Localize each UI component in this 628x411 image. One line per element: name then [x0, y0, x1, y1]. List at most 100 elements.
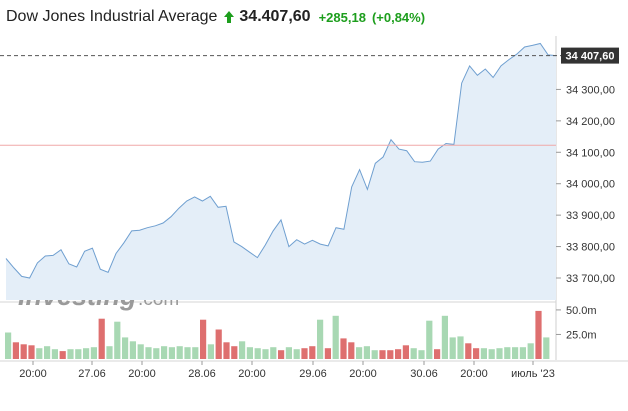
volume-bar [293, 349, 300, 359]
volume-bar [12, 342, 19, 359]
volume-bar [129, 341, 136, 359]
volume-bar [231, 346, 238, 359]
volume-bar [161, 346, 168, 359]
volume-bar [168, 347, 175, 359]
volume-bar [434, 349, 441, 359]
volume-bar [51, 349, 58, 359]
price-change-percent: (+0,84%) [371, 9, 426, 25]
price-line [5, 42, 557, 279]
volume-bar [543, 337, 550, 359]
instrument-title: Dow Jones Industrial Average [6, 8, 218, 25]
volume-bar [512, 347, 519, 359]
volume-bar [379, 350, 386, 359]
price-change: +285,18 [318, 9, 366, 25]
volume-bar [519, 347, 526, 359]
y-tick-label: 33 700,00 [566, 273, 615, 285]
up-arrow-icon [223, 10, 235, 24]
volume-bar [145, 347, 152, 359]
price-area [6, 43, 556, 300]
x-tick-label: 29.06 [299, 368, 327, 380]
volume-axis: 25.0m 50.0m [556, 305, 597, 341]
x-tick-label: 20:00 [19, 368, 47, 380]
volume-bar [488, 349, 495, 359]
volume-bar [114, 321, 121, 359]
volume-bar [285, 347, 292, 359]
volume-bar [332, 315, 339, 359]
volume-bar [527, 343, 534, 359]
volume-bar [480, 348, 487, 359]
volume-bar [473, 348, 480, 359]
volume-bar [262, 349, 269, 359]
volume-bar [449, 337, 456, 359]
volume-tick-label: 25.0m [566, 329, 597, 341]
volume-bar [270, 347, 277, 359]
volume-bar [324, 348, 331, 359]
volume-bar [363, 346, 370, 359]
y-tick-label: 34 200,00 [566, 116, 615, 128]
volume-bar [457, 336, 464, 359]
x-tick-label: 30.06 [410, 368, 438, 380]
volume-bar [122, 337, 129, 359]
volume-bar [200, 319, 207, 359]
volume-bar [348, 342, 355, 359]
volume-bar [207, 344, 214, 359]
volume-bar [309, 346, 316, 359]
volume-bar [192, 347, 199, 359]
volume-bar [465, 343, 472, 359]
last-price: 34.407,60 [239, 8, 311, 25]
volume-bar [387, 350, 394, 359]
x-tick-label: 20:00 [238, 368, 266, 380]
last-price-tag-label: 34 407,60 [566, 51, 615, 63]
volume-bar [67, 349, 74, 359]
volume-bar [239, 341, 246, 359]
volume-bar [535, 310, 542, 359]
volume-bar [246, 347, 253, 359]
volume-bar [153, 348, 160, 359]
volume-bar [20, 344, 27, 359]
volume-bar [504, 347, 511, 359]
volume-bar [5, 332, 12, 359]
x-tick-label: 20:00 [128, 368, 156, 380]
volume-bars [5, 310, 550, 359]
volume-bar [106, 346, 113, 359]
last-price-tag: 34 407,60 [561, 47, 619, 64]
x-tick-label: 27.06 [78, 368, 106, 380]
volume-bar [223, 342, 230, 359]
y-tick-label: 34 300,00 [566, 84, 615, 96]
volume-bar [254, 348, 261, 359]
volume-bar [395, 349, 402, 359]
y-axis: 33 700,00 33 800,00 33 900,00 34 000,00 34 1… [556, 84, 615, 285]
volume-bar [59, 351, 66, 359]
y-tick-label: 34 000,00 [566, 179, 615, 191]
volume-bar [418, 350, 425, 359]
y-tick-label: 33 800,00 [566, 242, 615, 254]
x-tick-label: июль '23 [511, 368, 555, 380]
x-tick-label: 20:00 [460, 368, 488, 380]
y-tick-label: 33 900,00 [566, 210, 615, 222]
plot-area [0, 42, 561, 300]
volume-bar [90, 347, 97, 359]
volume-bar [44, 346, 51, 359]
volume-bar [301, 348, 308, 359]
volume-bar [426, 320, 433, 359]
volume-bar [184, 347, 191, 359]
volume-bar [371, 350, 378, 359]
y-tick-label: 34 100,00 [566, 147, 615, 159]
volume-bar [176, 346, 183, 359]
x-axis: 20:00 27.06 20:00 28.06 20:00 29.06 20:00 30.06… [19, 361, 555, 380]
volume-bar [137, 344, 144, 359]
instrument-header: Dow Jones Industrial Average 34.407,60 +… [6, 6, 425, 28]
x-tick-label: 28.06 [188, 368, 216, 380]
volume-bar [340, 338, 347, 359]
volume-bar [441, 315, 448, 359]
volume-bar [278, 350, 285, 359]
volume-bar [75, 349, 82, 359]
volume-bar [215, 329, 222, 359]
last-price-tag-bg [561, 47, 619, 64]
volume-bar [317, 319, 324, 359]
volume-bar [402, 345, 409, 359]
volume-bar [36, 348, 43, 359]
x-tick-label: 20:00 [349, 368, 377, 380]
volume-bar [410, 348, 417, 359]
volume-bar [28, 345, 35, 359]
